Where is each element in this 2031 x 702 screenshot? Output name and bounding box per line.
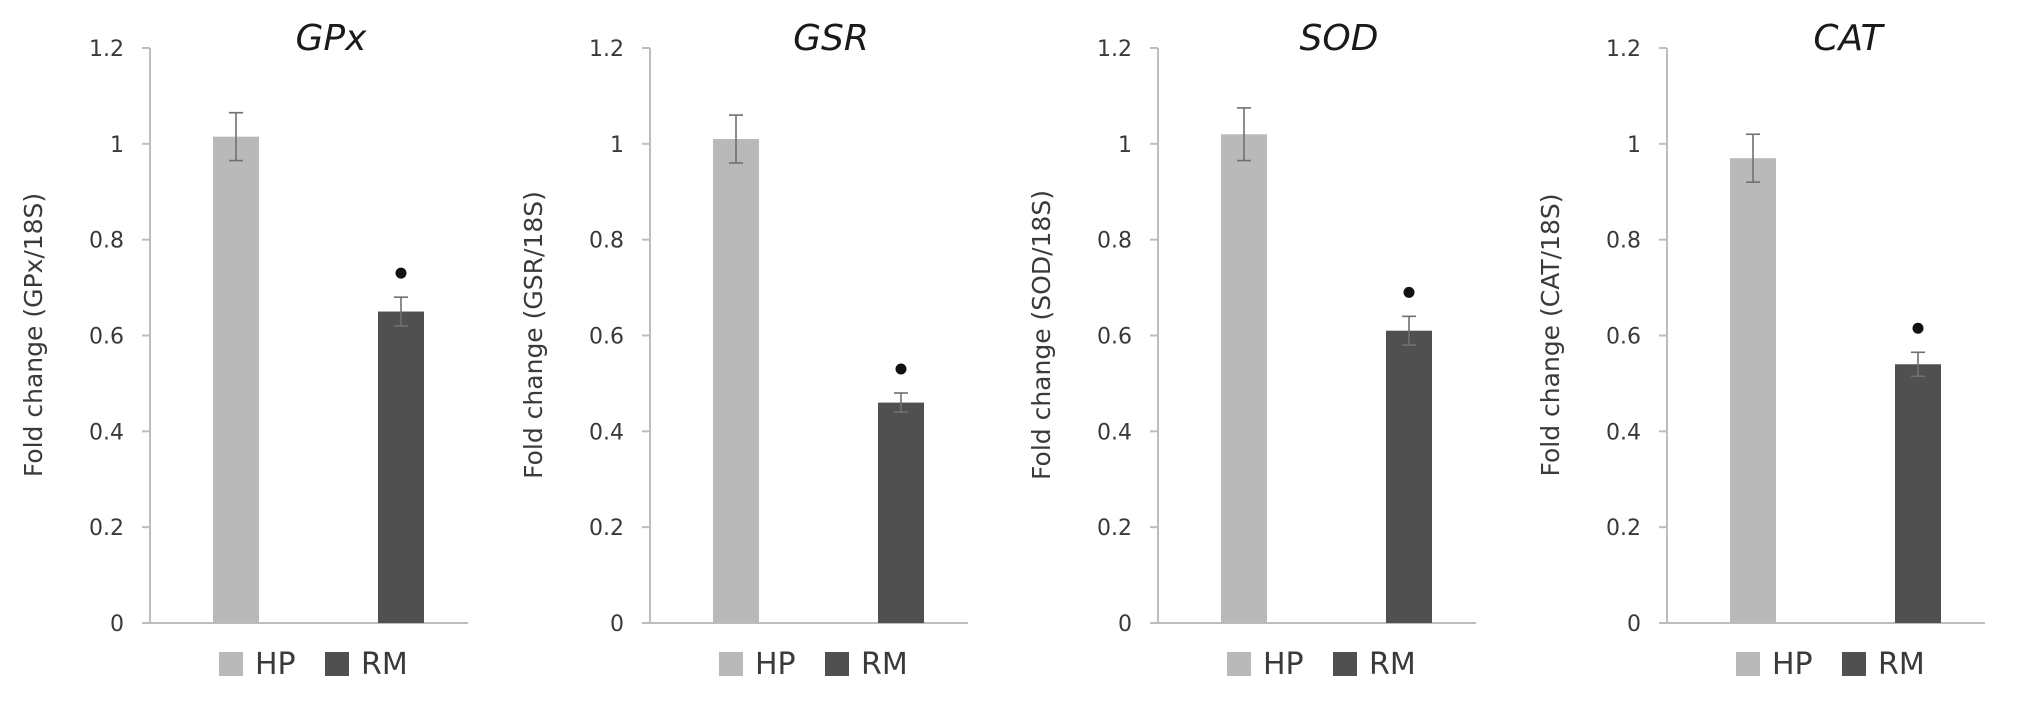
chart-title: GPx <box>296 18 368 59</box>
y-tick-label: 0.2 <box>589 516 624 541</box>
legend-swatch-rm <box>1333 652 1357 676</box>
chart-title: GSR <box>793 18 869 59</box>
bar-hp <box>713 139 759 623</box>
y-tick-label: 0 <box>1118 612 1132 637</box>
legend-swatch-hp <box>219 652 243 676</box>
legend-swatch-hp <box>719 652 743 676</box>
chart-panel-gpx: GPx Fold change (GPx/18S) 0 0.2 0.4 0.6 0.8 1 1.… <box>19 18 468 682</box>
bar-hp <box>213 136 259 624</box>
bar-rm <box>878 402 924 623</box>
significance-marker <box>895 363 907 375</box>
y-tick-label: 0.6 <box>1606 325 1641 350</box>
y-tick-label: 0.4 <box>1097 420 1132 445</box>
y-tick-label: 0 <box>110 612 124 637</box>
y-tick-label: 1 <box>110 133 124 158</box>
legend-swatch-hp <box>1227 652 1251 676</box>
chart-panel-gsr: GSR Fold change (GSR/18S) 0 0.2 0.4 0.6 0.8 1 1.… <box>519 18 968 682</box>
y-tick-label: 0.8 <box>89 229 124 254</box>
y-tick-label: 0.6 <box>1097 325 1132 350</box>
bar-hp <box>1730 158 1776 624</box>
legend-label-rm: RM <box>1369 647 1416 682</box>
legend-swatch-rm <box>325 652 349 676</box>
y-tick-label: 1 <box>610 133 624 158</box>
y-tick-label: 1.2 <box>589 37 624 62</box>
y-tick-label: 0.2 <box>1606 516 1641 541</box>
y-tick-label: 0.8 <box>589 229 624 254</box>
y-tick-label: 0.4 <box>89 420 124 445</box>
y-tick-label: 1 <box>1627 133 1641 158</box>
legend-label-hp: HP <box>255 647 296 682</box>
y-tick-label: 0 <box>1627 612 1641 637</box>
y-tick-label: 0.6 <box>89 325 124 350</box>
significance-marker <box>1912 322 1924 334</box>
y-axis-label: Fold change (GPx/18S) <box>19 193 48 477</box>
legend-label-rm: RM <box>861 647 908 682</box>
legend-label-rm: RM <box>361 647 408 682</box>
bar-hp <box>1221 134 1267 623</box>
chart-title: SOD <box>1300 18 1379 59</box>
legend-label-hp: HP <box>755 647 796 682</box>
y-tick-label: 1.2 <box>89 37 124 62</box>
y-tick-label: 0.8 <box>1606 229 1641 254</box>
bar-rm <box>378 311 424 623</box>
y-tick-label: 1 <box>1118 133 1132 158</box>
chart-title: CAT <box>1813 18 1885 59</box>
y-tick-label: 1.2 <box>1097 37 1132 62</box>
bar-rm <box>1895 364 1941 623</box>
legend-swatch-rm <box>825 652 849 676</box>
y-axis-label: Fold change (GSR/18S) <box>519 191 548 479</box>
y-axis-label: Fold change (CAT/18S) <box>1536 194 1565 477</box>
bar-rm <box>1386 330 1432 623</box>
y-tick-label: 0.4 <box>589 420 624 445</box>
y-tick-label: 0.2 <box>89 516 124 541</box>
chart-panel-sod: SOD Fold change (SOD/18S) 0 0.2 0.4 0.6 0.8 1 1.… <box>1027 18 1476 682</box>
legend-swatch-hp <box>1736 652 1760 676</box>
y-tick-label: 0.4 <box>1606 420 1641 445</box>
chart-panel-cat: CAT Fold change (CAT/18S) 0 0.2 0.4 0.6 0.8 1 1.… <box>1536 18 1985 682</box>
y-tick-label: 1.2 <box>1606 37 1641 62</box>
legend-label-hp: HP <box>1772 647 1813 682</box>
y-tick-label: 0 <box>610 612 624 637</box>
significance-marker <box>1403 286 1415 298</box>
y-tick-label: 0.2 <box>1097 516 1132 541</box>
legend-label-rm: RM <box>1878 647 1925 682</box>
y-axis-label: Fold change (SOD/18S) <box>1027 190 1056 480</box>
y-tick-label: 0.6 <box>589 325 624 350</box>
legend-swatch-rm <box>1842 652 1866 676</box>
significance-marker <box>395 267 407 279</box>
y-tick-label: 0.8 <box>1097 229 1132 254</box>
legend-label-hp: HP <box>1263 647 1304 682</box>
